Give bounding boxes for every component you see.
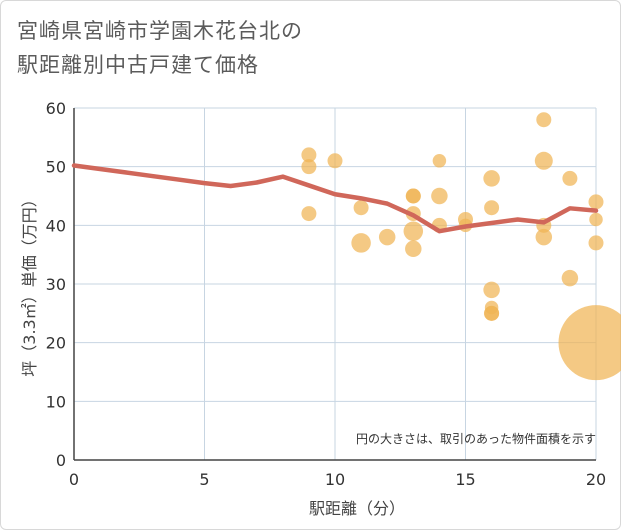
data-point [351, 233, 371, 253]
trend-line [71, 163, 599, 234]
x-tick-label: 0 [69, 470, 79, 489]
data-point [561, 269, 579, 287]
x-tick-label: 5 [199, 470, 209, 489]
trend-line-group [71, 163, 599, 234]
title-line-1: 宮崎県宮崎市学園木花台北の [17, 19, 303, 43]
data-point [301, 206, 317, 222]
x-tick-label: 20 [586, 470, 606, 489]
size-note: 円の大きさは、取引のあった物件面積を示す [356, 431, 596, 446]
title-line-2: 駅距離別中古戸建て価格 [17, 53, 259, 77]
data-point [562, 170, 578, 186]
y-tick-label: 50 [46, 158, 66, 177]
data-point [378, 228, 396, 246]
data-point [431, 187, 448, 205]
data-point [534, 151, 553, 170]
data-point [588, 194, 604, 210]
data-point [405, 240, 422, 258]
data-point [301, 159, 317, 175]
data-point [535, 228, 553, 246]
data-point [403, 221, 424, 241]
data-point [353, 200, 369, 216]
data-point [589, 212, 603, 227]
tick-labels: 0 10 20 30 40 50 60 0 5 10 15 20 [46, 99, 607, 489]
data-point [483, 281, 500, 299]
data-point [301, 147, 317, 163]
bubbles [301, 112, 621, 381]
y-tick-label: 10 [46, 392, 66, 411]
y-tick-label: 30 [46, 275, 66, 294]
x-axis-label: 駅距離（分） [309, 499, 405, 518]
data-point [405, 188, 421, 204]
x-tick-label: 15 [455, 470, 475, 489]
y-tick-label: 0 [56, 451, 66, 470]
data-point [484, 200, 500, 216]
data-point [484, 305, 500, 321]
y-axis-label: 坪（3.3㎡）単価（万円） [20, 191, 39, 376]
data-point [558, 305, 621, 381]
data-point [483, 170, 500, 187]
y-tick-label: 20 [46, 334, 66, 353]
data-point [536, 112, 552, 128]
y-tick-label: 40 [46, 216, 66, 235]
y-tick-label: 60 [46, 99, 66, 118]
data-point [432, 154, 447, 168]
data-point [588, 235, 604, 251]
x-tick-label: 10 [325, 470, 345, 489]
chart-title: 宮崎県宮崎市学園木花台北の 駅距離別中古戸建て価格 [17, 14, 303, 82]
data-point [327, 153, 343, 169]
